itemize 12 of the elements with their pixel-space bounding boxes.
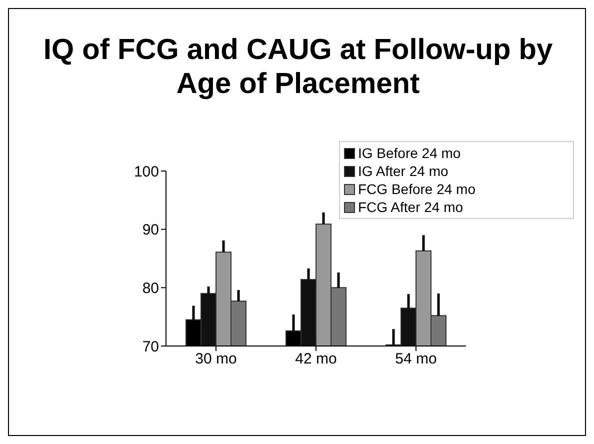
legend-label: FCG After 24 mo <box>357 198 464 216</box>
legend-label: FCG Before 24 mo <box>357 180 476 198</box>
chart-title: IQ of FCG and CAUG at Follow-up by Age of Placement <box>43 34 553 100</box>
y-tick-label: 70 <box>142 338 159 356</box>
x-tick-label: 54 mo <box>395 350 437 368</box>
legend-label: IG After 24 mo <box>357 162 450 180</box>
y-tick-label: 100 <box>134 163 159 180</box>
y-tick-label: 80 <box>142 280 159 297</box>
x-tick-label: 30 mo <box>195 350 237 368</box>
x-tick-label: 42 mo <box>295 350 337 368</box>
y-tick-label: 90 <box>142 222 159 239</box>
legend-label: IG Before 24 mo <box>357 144 462 162</box>
